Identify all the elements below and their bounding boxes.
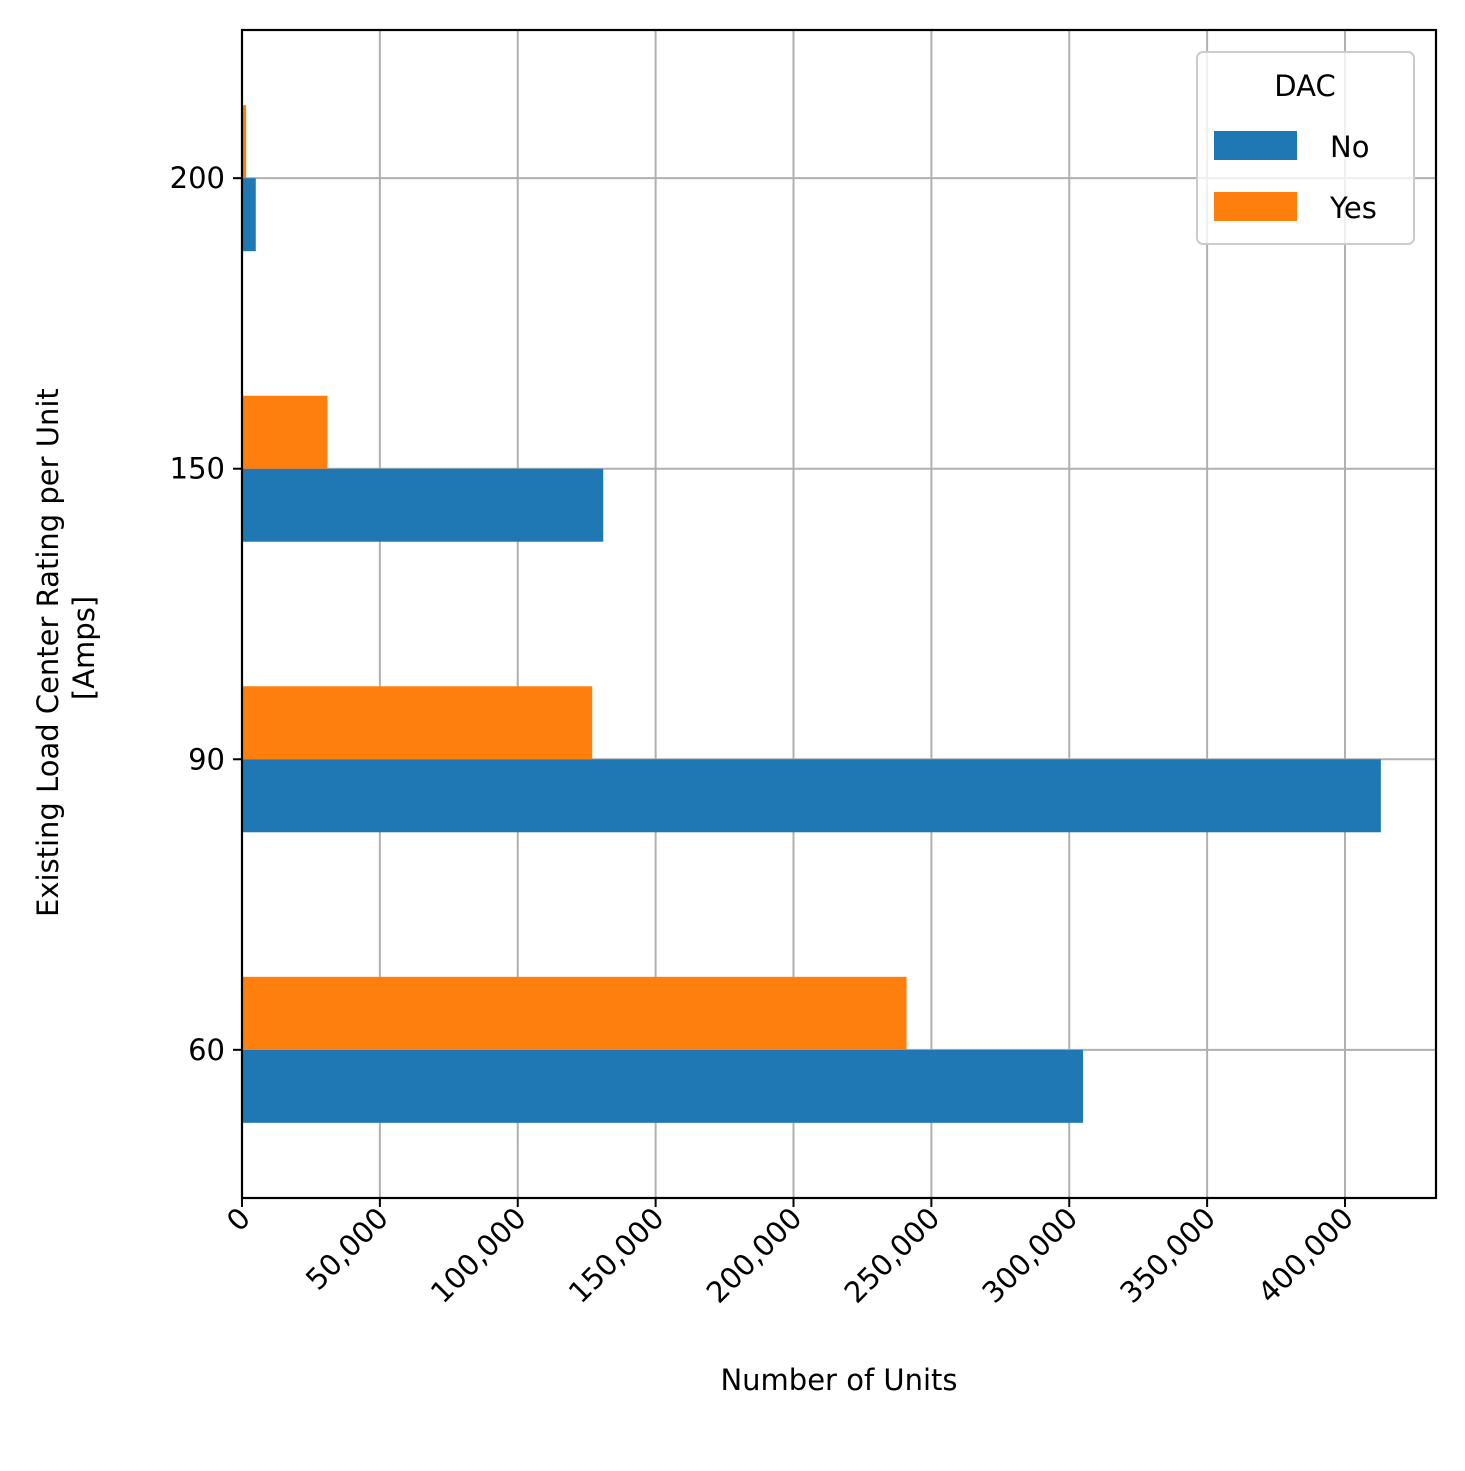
y-tick-label: 60 bbox=[188, 1033, 225, 1067]
legend-label-no: No bbox=[1330, 130, 1369, 164]
x-axis-title: Number of Units bbox=[720, 1363, 957, 1397]
bar-yes-150 bbox=[242, 395, 328, 469]
bar-no-200 bbox=[242, 178, 256, 252]
x-tick-label: 350,000 bbox=[1113, 1201, 1222, 1310]
x-tick-label: 50,000 bbox=[299, 1201, 395, 1297]
x-tick-label: 100,000 bbox=[424, 1201, 533, 1310]
x-tick-label: 200,000 bbox=[700, 1201, 809, 1310]
legend-title: DAC bbox=[1274, 69, 1335, 103]
legend-swatch-yes bbox=[1214, 192, 1297, 221]
y-tick-label: 150 bbox=[170, 452, 225, 486]
bar-yes-90 bbox=[242, 686, 593, 760]
x-tick-label: 400,000 bbox=[1251, 1201, 1360, 1310]
y-axis-title-line-1: Existing Load Center Rating per Unit bbox=[31, 388, 65, 917]
y-tick-label: 90 bbox=[188, 742, 225, 776]
x-tick-label: 300,000 bbox=[975, 1201, 1084, 1310]
bar-no-60 bbox=[242, 1049, 1084, 1123]
bar-no-90 bbox=[242, 759, 1381, 833]
legend-items: No Yes bbox=[1214, 130, 1377, 225]
bar-yes-200 bbox=[242, 105, 247, 179]
y-tick-label: 200 bbox=[170, 161, 225, 195]
bar-yes-60 bbox=[242, 976, 907, 1050]
legend: DAC No Yes bbox=[1196, 51, 1415, 245]
bar-no-150 bbox=[242, 468, 604, 542]
legend-label-yes: Yes bbox=[1329, 191, 1377, 225]
bars-layer bbox=[242, 105, 1381, 1123]
x-tick-label: 250,000 bbox=[837, 1201, 946, 1310]
legend-swatch-no bbox=[1214, 131, 1297, 160]
y-axis-title: Existing Load Center Rating per Unit [Am… bbox=[31, 379, 101, 917]
y-axis-title-line-2: [Amps] bbox=[67, 596, 101, 700]
plot-frame bbox=[240, 28, 1438, 1200]
x-tick-label: 150,000 bbox=[562, 1201, 671, 1310]
x-tick-label: 0 bbox=[220, 1201, 257, 1238]
